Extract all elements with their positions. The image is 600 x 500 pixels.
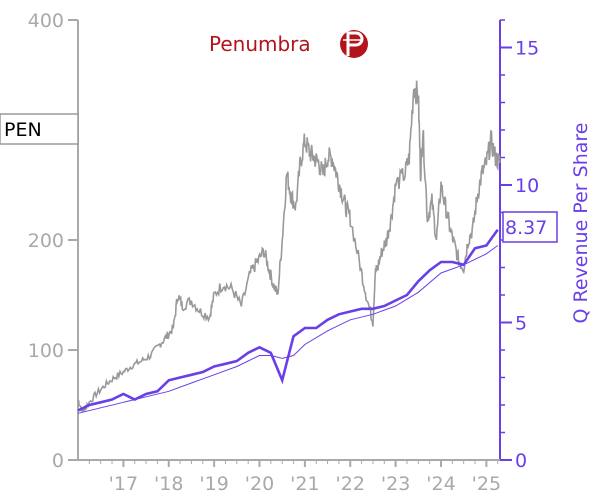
last-value-box: [502, 211, 558, 243]
bottom-tick-label: '18: [154, 473, 183, 495]
left-tick-label: 400: [28, 10, 64, 32]
bottom-tick-label: '17: [109, 473, 138, 495]
bottom-tick-label: '22: [336, 473, 365, 495]
bottom-tick-label: '25: [472, 473, 501, 495]
right-axis-ticks: 0 5 10 15: [500, 19, 539, 472]
ticker-label: PEN: [4, 119, 42, 141]
bottom-tick-label: '20: [245, 473, 274, 495]
last-value-label: 8.37: [505, 217, 547, 239]
right-tick-label: 0: [515, 450, 527, 472]
revenue-series-line: [77, 229, 499, 412]
logo-wordmark: Penumbra: [209, 32, 311, 56]
right-tick-label: 10: [515, 175, 539, 197]
left-tick-label: 0: [52, 450, 64, 472]
left-axis-ticks: 0 100 200 400: [28, 10, 78, 472]
left-tick-label: 100: [28, 340, 64, 362]
revenue-ttm-series-line: [77, 245, 498, 414]
bottom-tick-label: '21: [290, 473, 319, 495]
bottom-tick-label: '24: [426, 473, 455, 495]
left-tick-label: 200: [28, 230, 64, 252]
bottom-axis-ticks: '17 '18 '19 '20 '21 '22 '23 '24 '25: [88, 460, 501, 495]
right-tick-label: 15: [515, 38, 539, 60]
penumbra-p-logo-icon: [340, 30, 368, 58]
bottom-tick-label: '19: [199, 473, 228, 495]
right-tick-label: 5: [515, 313, 527, 335]
ticker-box: [0, 113, 79, 145]
price-series-line: [77, 80, 501, 413]
bottom-tick-label: '23: [381, 473, 410, 495]
right-axis-title: Q Revenue Per Share: [570, 123, 592, 324]
